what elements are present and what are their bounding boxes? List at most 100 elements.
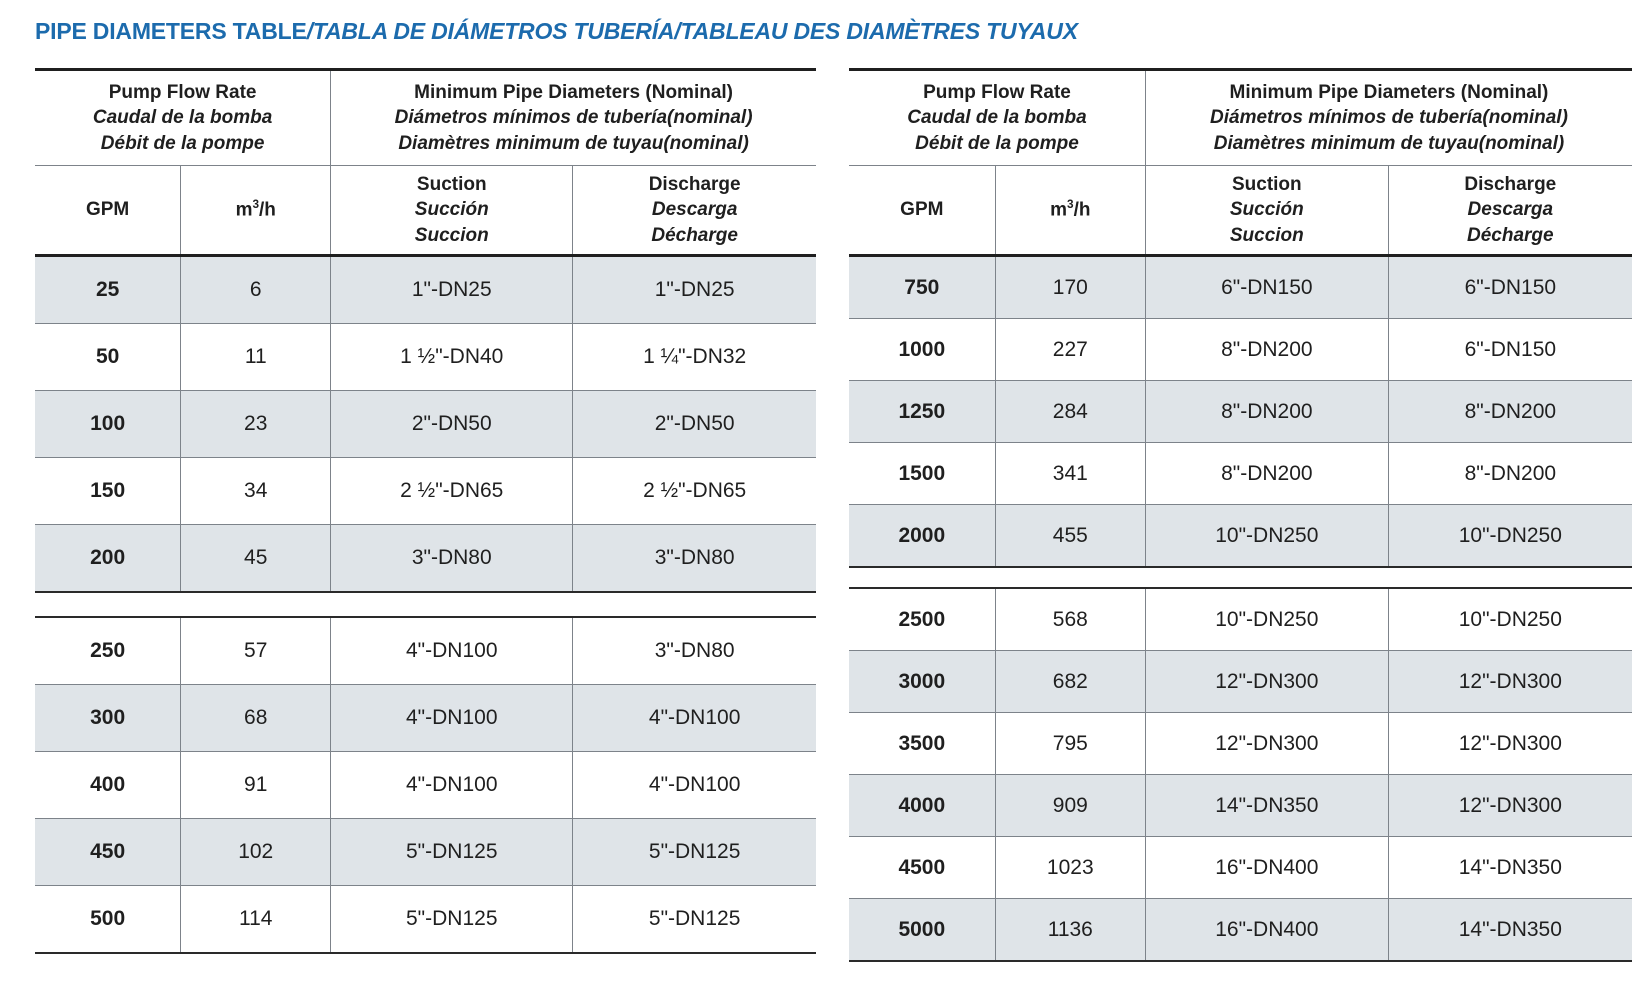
cell-suction: 12"-DN300 bbox=[1144, 713, 1388, 774]
cell-discharge: 5"-DN125 bbox=[572, 886, 816, 952]
cell-gpm: 3500 bbox=[898, 731, 946, 755]
cell-suction: 1 ½"-DN40 bbox=[330, 324, 572, 390]
cell-gpm: 100 bbox=[90, 412, 126, 435]
cell-m3h: 91 bbox=[180, 752, 330, 818]
cell-m3h: 795 bbox=[994, 713, 1145, 774]
table-row: 25 6 1"-DN25 1"-DN25 bbox=[35, 257, 816, 323]
cell-m3h: 227 bbox=[994, 319, 1145, 380]
table-header-row-merged: Pump Flow Rate Caudal de la bomba Débit … bbox=[35, 71, 816, 165]
col-header-m3h: m3/h bbox=[180, 166, 330, 254]
cell-m3h: 114 bbox=[180, 886, 330, 952]
cell-discharge: 8"-DN200 bbox=[1387, 443, 1632, 504]
cell-m3h: 682 bbox=[994, 651, 1145, 712]
table-header-row-merged: Pump Flow Rate Caudal de la bomba Débit … bbox=[849, 71, 1632, 165]
cell-suction: 10"-DN250 bbox=[1144, 505, 1388, 566]
cell-m3h: 23 bbox=[180, 391, 330, 457]
header-line-en: Pump Flow Rate bbox=[923, 82, 1071, 104]
cell-discharge: 6"-DN150 bbox=[1387, 319, 1632, 380]
cell-gpm: 750 bbox=[904, 275, 940, 299]
header-line-en: Pump Flow Rate bbox=[108, 82, 257, 104]
cell-m3h: 284 bbox=[994, 381, 1145, 442]
header-line-es: Descarga bbox=[1467, 199, 1554, 221]
header-line-fr: Succion bbox=[414, 224, 489, 246]
cell-gpm: 400 bbox=[90, 773, 126, 796]
cell-discharge: 3"-DN80 bbox=[572, 618, 816, 684]
cell-gpm: 4000 bbox=[898, 793, 946, 817]
table-section-low-flow: 25 6 1"-DN25 1"-DN25 50 11 1 ½"-DN40 1 ¼… bbox=[35, 257, 816, 593]
table-row: 300 68 4"-DN100 4"-DN100 bbox=[35, 684, 816, 751]
cell-m3h: 909 bbox=[994, 775, 1145, 836]
pipe-table-left: Pump Flow Rate Caudal de la bomba Débit … bbox=[35, 68, 816, 954]
header-line-fr: Diamètres minimum de tuyau(nominal) bbox=[398, 132, 749, 154]
cell-gpm: 300 bbox=[90, 706, 126, 729]
cell-suction: 16"-DN400 bbox=[1144, 899, 1388, 960]
cell-m3h: 102 bbox=[180, 819, 330, 885]
header-min-pipe-diameters: Minimum Pipe Diameters (Nominal) Diámetr… bbox=[1144, 71, 1632, 165]
cell-m3h: 11 bbox=[180, 324, 330, 390]
page-title-translations: /TABLA DE DIÁMETROS TUBERÍA/TABLEAU DES … bbox=[306, 18, 1078, 44]
cell-suction: 4"-DN100 bbox=[330, 618, 572, 684]
cell-suction: 3"-DN80 bbox=[330, 525, 572, 591]
cell-gpm: 500 bbox=[90, 907, 126, 930]
cell-discharge: 10"-DN250 bbox=[1387, 505, 1632, 566]
col-header-discharge: Discharge Descarga Décharge bbox=[572, 166, 816, 254]
cell-discharge: 2 ½"-DN65 bbox=[572, 458, 816, 524]
pipe-table-right: Pump Flow Rate Caudal de la bomba Débit … bbox=[849, 68, 1632, 962]
cell-gpm: 2000 bbox=[898, 523, 946, 547]
table-row: 1500 341 8"-DN200 8"-DN200 bbox=[849, 442, 1632, 504]
cell-discharge: 6"-DN150 bbox=[1387, 257, 1632, 318]
cell-m3h: 568 bbox=[994, 589, 1145, 650]
header-line-es: Diámetros mínimos de tubería(nominal) bbox=[1210, 107, 1568, 129]
cell-suction: 4"-DN100 bbox=[330, 685, 572, 751]
cell-gpm: 450 bbox=[90, 840, 126, 863]
header-line-es: Diámetros mínimos de tubería(nominal) bbox=[394, 107, 753, 129]
table-row: 150 34 2 ½"-DN65 2 ½"-DN65 bbox=[35, 457, 816, 524]
table-row: 750 170 6"-DN150 6"-DN150 bbox=[849, 257, 1632, 318]
cell-m3h: 57 bbox=[180, 618, 330, 684]
header-pump-flow-rate: Pump Flow Rate Caudal de la bomba Débit … bbox=[849, 71, 1145, 165]
cell-gpm: 150 bbox=[90, 479, 126, 502]
table-row: 450 102 5"-DN125 5"-DN125 bbox=[35, 818, 816, 885]
cell-discharge: 8"-DN200 bbox=[1387, 381, 1632, 442]
cell-m3h: 1136 bbox=[994, 899, 1145, 960]
cell-suction: 2"-DN50 bbox=[330, 391, 572, 457]
table-row: 1250 284 8"-DN200 8"-DN200 bbox=[849, 380, 1632, 442]
header-line-fr: Décharge bbox=[1467, 224, 1554, 246]
cell-m3h: 341 bbox=[994, 443, 1145, 504]
cell-gpm: 200 bbox=[90, 546, 126, 569]
cell-m3h: 170 bbox=[994, 257, 1145, 318]
cell-suction: 6"-DN150 bbox=[1144, 257, 1388, 318]
cell-suction: 8"-DN200 bbox=[1144, 443, 1388, 504]
cell-discharge: 12"-DN300 bbox=[1387, 651, 1632, 712]
header-line-en: Discharge bbox=[1464, 174, 1557, 196]
header-line-es: Caudal de la bomba bbox=[907, 107, 1087, 129]
cell-m3h: 68 bbox=[180, 685, 330, 751]
header-line-en: Suction bbox=[416, 174, 487, 196]
header-line-en: Minimum Pipe Diameters (Nominal) bbox=[1229, 82, 1549, 104]
cell-m3h: 6 bbox=[180, 257, 330, 323]
page-title: PIPE DIAMETERS TABLE/TABLA DE DIÁMETROS … bbox=[35, 18, 1078, 45]
cell-suction: 14"-DN350 bbox=[1144, 775, 1388, 836]
cell-gpm: 4500 bbox=[898, 855, 946, 879]
header-line-en: Suction bbox=[1231, 174, 1302, 196]
table-header: Pump Flow Rate Caudal de la bomba Débit … bbox=[35, 68, 816, 257]
cell-gpm: 1500 bbox=[898, 461, 946, 485]
cell-discharge: 5"-DN125 bbox=[572, 819, 816, 885]
cell-suction: 2 ½"-DN65 bbox=[330, 458, 572, 524]
page-title-english: PIPE DIAMETERS TABLE bbox=[35, 18, 307, 44]
table-row: 500 114 5"-DN125 5"-DN125 bbox=[35, 885, 816, 952]
cell-discharge: 3"-DN80 bbox=[572, 525, 816, 591]
table-row: 2000 455 10"-DN250 10"-DN250 bbox=[849, 504, 1632, 566]
cell-discharge: 4"-DN100 bbox=[572, 685, 816, 751]
cell-discharge: 12"-DN300 bbox=[1387, 775, 1632, 836]
table-header-row-columns: GPM m3/h Suction Succión Succion Dischar… bbox=[35, 165, 816, 257]
cell-m3h: 1023 bbox=[994, 837, 1145, 898]
header-line-fr: Succion bbox=[1229, 224, 1304, 246]
section-divider-gap bbox=[849, 568, 1632, 587]
header-line-en: Minimum Pipe Diameters (Nominal) bbox=[414, 82, 734, 104]
cell-suction: 12"-DN300 bbox=[1144, 651, 1388, 712]
table-row: 250 57 4"-DN100 3"-DN80 bbox=[35, 618, 816, 684]
header-line-fr: Décharge bbox=[651, 224, 738, 246]
cell-gpm: 1000 bbox=[898, 337, 946, 361]
header-line-fr: Débit de la pompe bbox=[100, 132, 265, 154]
